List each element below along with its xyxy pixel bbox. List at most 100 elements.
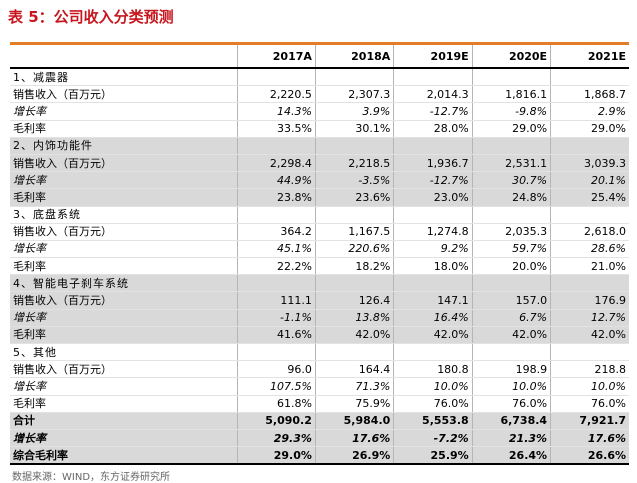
value-cell: -7.2% xyxy=(393,429,473,448)
value-cell: 3,039.3 xyxy=(550,154,629,173)
value-cell: 42.0% xyxy=(472,326,552,345)
value-cell: 364.2 xyxy=(237,223,316,241)
value-cell: 2,014.3 xyxy=(393,85,473,104)
value-cell: 1,936.7 xyxy=(393,154,473,173)
row-label: 毛利率 xyxy=(10,326,238,345)
value-cell: 21.3% xyxy=(472,429,552,448)
row-label: 销售收入（百万元） xyxy=(10,360,238,379)
value-cell: 18.0% xyxy=(393,257,473,276)
row-label: 增长率 xyxy=(10,102,238,121)
value-cell: 2.9% xyxy=(550,102,629,121)
table-row: 毛利率 23.8% 23.6% 23.0% 24.8% 25.4% xyxy=(10,188,629,207)
header-cell-2019e: 2019E xyxy=(393,45,473,69)
table-row: 增长率 45.1% 220.6% 9.2% 59.7% 28.6% xyxy=(10,240,629,259)
value-cell: 2,220.5 xyxy=(237,85,316,104)
table-row: 销售收入（百万元） 96.0 164.4 180.8 198.9 218.8 xyxy=(10,360,629,379)
table-title: 表 5：公司收入分类预测 xyxy=(8,8,174,26)
value-cell xyxy=(315,137,395,155)
row-label: 毛利率 xyxy=(10,188,238,207)
value-cell xyxy=(315,68,395,87)
value-cell xyxy=(472,343,552,362)
value-cell: 42.0% xyxy=(393,326,473,345)
value-cell: 2,531.1 xyxy=(472,154,552,173)
value-cell: 147.1 xyxy=(393,291,473,310)
value-cell: 30.7% xyxy=(472,171,552,190)
value-cell: -3.5% xyxy=(315,171,395,190)
value-cell: 176.9 xyxy=(550,291,629,310)
value-cell: 26.6% xyxy=(550,446,629,466)
value-cell: 5,984.0 xyxy=(315,411,395,430)
value-cell: 2,307.3 xyxy=(315,85,395,104)
value-cell: 22.2% xyxy=(237,257,316,276)
table-row: 增长率 -1.1% 13.8% 16.4% 6.7% 12.7% xyxy=(10,309,629,327)
value-cell: 1,167.5 xyxy=(315,223,395,241)
table-row: 增长率 44.9% -3.5% -12.7% 30.7% 20.1% xyxy=(10,171,629,190)
value-cell: -12.7% xyxy=(393,102,473,121)
value-cell: 44.9% xyxy=(237,171,316,190)
value-cell xyxy=(550,137,629,155)
row-label: 1、减震器 xyxy=(10,68,238,87)
row-label: 销售收入（百万元） xyxy=(10,291,238,310)
table-row: 3、底盘系统 xyxy=(10,206,629,224)
value-cell: 76.0% xyxy=(472,395,552,413)
value-cell: 23.0% xyxy=(393,188,473,207)
value-cell: 10.0% xyxy=(550,377,629,396)
title-rule xyxy=(10,42,629,45)
row-label: 综合毛利率 xyxy=(10,446,238,466)
value-cell: 10.0% xyxy=(472,377,552,396)
value-cell: 2,618.0 xyxy=(550,223,629,241)
revenue-forecast-table: 2017A 2018A 2019E 2020E 2021E 1、减震器 销售收入（… xyxy=(10,45,629,466)
row-label: 毛利率 xyxy=(10,257,238,276)
value-cell: 20.0% xyxy=(472,257,552,276)
row-label: 4、智能电子刹车系统 xyxy=(10,274,238,293)
value-cell: 198.9 xyxy=(472,360,552,379)
value-cell: 218.8 xyxy=(550,360,629,379)
value-cell: 26.9% xyxy=(315,446,395,466)
table-row: 综合毛利率 29.0% 26.9% 25.9% 26.4% 26.6% xyxy=(10,446,629,466)
table-row: 5、其他 xyxy=(10,343,629,362)
value-cell: 9.2% xyxy=(393,240,473,259)
table-body: 1、减震器 销售收入（百万元） 2,220.5 2,307.3 2,014.3 1,816… xyxy=(10,68,629,466)
row-label: 毛利率 xyxy=(10,395,238,413)
value-cell: 157.0 xyxy=(472,291,552,310)
value-cell xyxy=(237,68,316,87)
value-cell: 6,738.4 xyxy=(472,411,552,430)
row-label: 销售收入（百万元） xyxy=(10,154,238,173)
row-label: 2、内饰功能件 xyxy=(10,137,238,155)
value-cell: 42.0% xyxy=(315,326,395,345)
value-cell: 28.0% xyxy=(393,120,473,138)
value-cell: 107.5% xyxy=(237,377,316,396)
value-cell xyxy=(315,343,395,362)
table-header-row: 2017A 2018A 2019E 2020E 2021E xyxy=(10,45,629,69)
value-cell xyxy=(393,206,473,224)
value-cell: 20.1% xyxy=(550,171,629,190)
value-cell xyxy=(237,274,316,293)
row-label: 增长率 xyxy=(10,309,238,327)
table-row: 2、内饰功能件 xyxy=(10,137,629,155)
value-cell: 61.8% xyxy=(237,395,316,413)
value-cell: 42.0% xyxy=(550,326,629,345)
value-cell: 76.0% xyxy=(550,395,629,413)
value-cell: 96.0 xyxy=(237,360,316,379)
value-cell xyxy=(237,137,316,155)
value-cell xyxy=(472,68,552,87)
table-row: 增长率 107.5% 71.3% 10.0% 10.0% 10.0% xyxy=(10,377,629,396)
value-cell: 7,921.7 xyxy=(550,411,629,430)
row-label: 销售收入（百万元） xyxy=(10,85,238,104)
value-cell xyxy=(472,137,552,155)
value-cell: 14.3% xyxy=(237,102,316,121)
value-cell: 16.4% xyxy=(393,309,473,327)
value-cell: 45.1% xyxy=(237,240,316,259)
value-cell: 23.8% xyxy=(237,188,316,207)
table-row: 毛利率 61.8% 75.9% 76.0% 76.0% 76.0% xyxy=(10,395,629,413)
table-row: 增长率 29.3% 17.6% -7.2% 21.3% 17.6% xyxy=(10,429,629,448)
value-cell: 5,090.2 xyxy=(237,411,316,430)
value-cell xyxy=(393,274,473,293)
header-cell-2020e: 2020E xyxy=(472,45,552,69)
value-cell: 24.8% xyxy=(472,188,552,207)
value-cell: 126.4 xyxy=(315,291,395,310)
row-label: 增长率 xyxy=(10,171,238,190)
value-cell: 6.7% xyxy=(472,309,552,327)
value-cell: 3.9% xyxy=(315,102,395,121)
